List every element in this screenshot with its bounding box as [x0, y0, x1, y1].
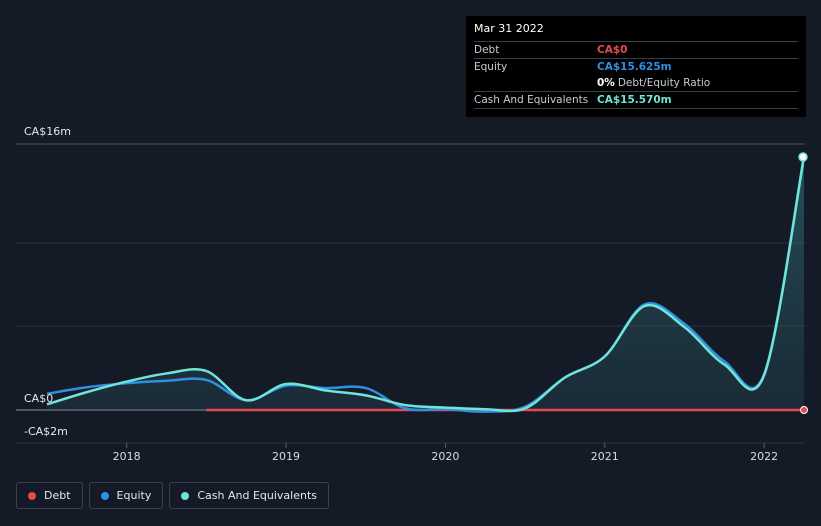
cash-end-marker: [798, 152, 808, 162]
cash-area-fill: [47, 156, 804, 411]
x-axis-ticks: 2018 2019 2020 2021 2022: [113, 443, 778, 463]
equity-series-line: [46, 155, 806, 413]
legend-item-cash[interactable]: Cash And Equivalents: [169, 482, 329, 509]
tooltip-ratio-label: Debt/Equity Ratio: [617, 77, 711, 89]
area-layer: [47, 156, 804, 411]
x-tick-label: 2018: [113, 450, 141, 463]
tooltip-label: Debt: [474, 44, 500, 56]
y-axis-zero-label: CA$0: [24, 392, 53, 405]
cash-series-line: [46, 156, 806, 413]
tooltip-row-debt: Debt CA$0: [474, 41, 798, 58]
legend-label: Equity: [116, 489, 152, 502]
tooltip-row-ratio: 0% Debt/Equity Ratio: [474, 75, 798, 91]
tooltip-panel: Mar 31 2022 Debt CA$0 Equity CA$15.625m …: [466, 16, 806, 117]
x-tick-label: 2019: [272, 450, 300, 463]
legend-label: Cash And Equivalents: [197, 489, 317, 502]
tooltip-value-equity: CA$15.625m: [597, 61, 672, 73]
tooltip-row-equity: Equity CA$15.625m: [474, 58, 798, 75]
tooltip-value-debt: CA$0: [597, 44, 628, 56]
tooltip-row-cash: Cash And Equivalents CA$15.570m: [474, 91, 798, 109]
tooltip-value-ratio: 0%: [597, 77, 615, 89]
tooltip-label: Cash And Equivalents: [474, 94, 589, 106]
tooltip-label: Equity: [474, 61, 508, 73]
y-axis-bottom-label: -CA$2m: [24, 425, 68, 438]
x-tick-label: 2021: [591, 450, 619, 463]
legend-item-debt[interactable]: Debt: [16, 482, 83, 509]
legend-label: Debt: [44, 489, 71, 502]
legend: Debt Equity Cash And Equivalents: [16, 482, 329, 509]
axis-labels: CA$16m CA$0 -CA$2m: [24, 125, 71, 438]
legend-dot-icon: [181, 491, 190, 500]
tooltip-label: [474, 75, 597, 91]
x-tick-label: 2020: [431, 450, 459, 463]
legend-dot-icon: [100, 491, 109, 500]
debt-end-marker: [800, 406, 808, 414]
tooltip-value-cash: CA$15.570m: [597, 94, 672, 106]
x-tick-label: 2022: [750, 450, 778, 463]
legend-dot-icon: [28, 491, 36, 500]
tooltip-date: Mar 31 2022: [474, 22, 544, 35]
legend-item-equity[interactable]: Equity: [88, 482, 164, 509]
series-lines: [46, 152, 808, 414]
y-axis-top-label: CA$16m: [24, 125, 71, 138]
